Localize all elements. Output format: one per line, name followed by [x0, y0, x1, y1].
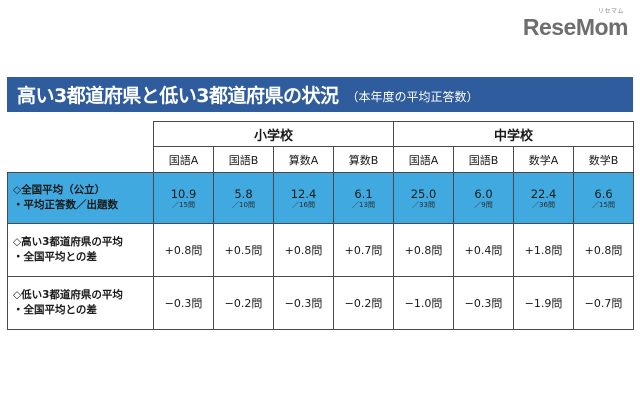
- table-cell: 22.4 ／36問: [513, 172, 575, 224]
- avg-value: 12.4: [290, 186, 317, 201]
- diff-cell: +0.5問: [213, 223, 274, 277]
- subject-header: 数学B: [573, 146, 635, 173]
- row-label: ◇全国平均（公立） ・平均正答数／出題数: [7, 172, 154, 224]
- subject-header: 国語B: [453, 146, 515, 173]
- subject-header: 数学A: [513, 146, 575, 173]
- table-cell: 12.4 ／16問: [273, 172, 334, 224]
- avg-value: 25.0: [410, 186, 437, 201]
- avg-value: 10.9: [170, 186, 197, 201]
- logo-brand: ReseMom: [522, 14, 629, 40]
- table-cell: 25.0 ／33問: [393, 172, 455, 224]
- question-count: ／36問: [532, 200, 555, 209]
- results-table: 小学校 中学校 国語A 国語B 算数A 算数B 国語A 国語B 数学A 数学B …: [7, 121, 635, 330]
- diff-cell: −0.2問: [332, 276, 395, 330]
- diff-cell: −0.2問: [213, 276, 274, 330]
- diff-cell: +0.8問: [153, 223, 214, 277]
- subject-header: 算数B: [332, 146, 395, 173]
- diff-cell: +0.8問: [573, 223, 635, 277]
- row-label-line2: ・全国平均との差: [13, 251, 97, 263]
- table-cell: 6.0 ／9問: [453, 172, 515, 224]
- row-label-line1: ◇低い3都道府県の平均: [13, 289, 123, 301]
- page-subtitle: （本年度の平均正答数）: [346, 89, 479, 104]
- diff-cell: −1.9問: [513, 276, 575, 330]
- diff-cell: +0.8問: [273, 223, 334, 277]
- title-bar: 高い3都道府県と低い3都道府県の状況 （本年度の平均正答数）: [7, 77, 633, 112]
- diff-cell: +1.8問: [513, 223, 575, 277]
- question-count: ／16問: [292, 200, 315, 209]
- row-label-line2: ・全国平均との差: [13, 304, 97, 316]
- logo-kana: リセマム: [597, 8, 624, 15]
- table-cell: 5.8 ／10問: [213, 172, 274, 224]
- corner-blank: [7, 121, 154, 147]
- row-label-line2: ・平均正答数／出題数: [13, 199, 118, 211]
- avg-value: 6.1: [354, 186, 373, 201]
- group-junior-high: 中学校: [393, 121, 635, 147]
- avg-value: 22.4: [530, 186, 557, 201]
- page-title: 高い3都道府県と低い3都道府県の状況: [17, 85, 339, 107]
- low-prefectures-row: ◇低い3都道府県の平均 ・全国平均との差 −0.3問 −0.2問 −0.3問 −…: [7, 276, 635, 330]
- diff-cell: −1.0問: [393, 276, 455, 330]
- question-count: ／15問: [172, 200, 195, 209]
- row-label: ◇低い3都道府県の平均 ・全国平均との差: [7, 276, 154, 330]
- table-cell: 6.6 ／15問: [573, 172, 635, 224]
- group-header-row: 小学校 中学校: [7, 121, 635, 147]
- high-prefectures-row: ◇高い3都道府県の平均 ・全国平均との差 +0.8問 +0.5問 +0.8問 +…: [7, 223, 635, 277]
- diff-cell: +0.8問: [393, 223, 455, 277]
- diff-cell: −0.3問: [153, 276, 214, 330]
- question-count: ／9問: [474, 200, 493, 209]
- subject-header: 算数A: [273, 146, 334, 173]
- national-average-row: ◇全国平均（公立） ・平均正答数／出題数 10.9 ／15問 5.8 ／10問 12…: [7, 172, 635, 224]
- row-label-line1: ◇高い3都道府県の平均: [13, 236, 123, 248]
- diff-cell: −0.3問: [273, 276, 334, 330]
- table-cell: 10.9 ／15問: [153, 172, 214, 224]
- subject-header: 国語A: [393, 146, 455, 173]
- avg-value: 5.8: [234, 186, 253, 201]
- subject-header-row: 国語A 国語B 算数A 算数B 国語A 国語B 数学A 数学B: [7, 146, 635, 173]
- diff-cell: −0.3問: [453, 276, 515, 330]
- avg-value: 6.0: [474, 186, 493, 201]
- diff-cell: −0.7問: [573, 276, 635, 330]
- corner-blank: [7, 146, 154, 173]
- row-label: ◇高い3都道府県の平均 ・全国平均との差: [7, 223, 154, 277]
- avg-value: 6.6: [594, 186, 613, 201]
- diff-cell: +0.4問: [453, 223, 515, 277]
- logo: リセマム ReseMom: [522, 6, 629, 40]
- group-elementary: 小学校: [152, 121, 395, 147]
- subject-header: 国語B: [213, 146, 274, 173]
- diff-cell: +0.7問: [332, 223, 395, 277]
- question-count: ／10問: [232, 200, 255, 209]
- question-count: ／15問: [592, 200, 615, 209]
- question-count: ／13問: [352, 200, 375, 209]
- row-label-line1: ◇全国平均（公立）: [13, 184, 106, 196]
- table-cell: 6.1 ／13問: [332, 172, 395, 224]
- question-count: ／33問: [412, 200, 435, 209]
- subject-header: 国語A: [153, 146, 214, 173]
